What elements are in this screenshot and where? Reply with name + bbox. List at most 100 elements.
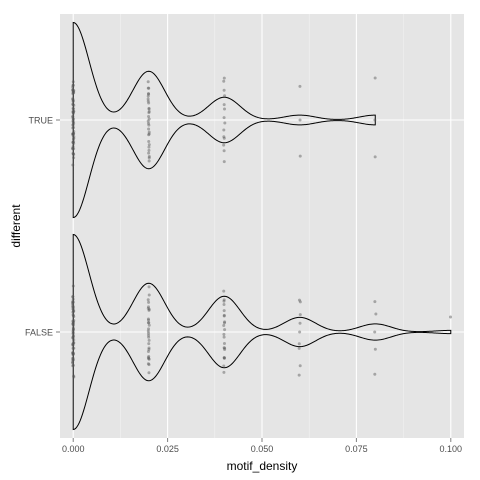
data-point xyxy=(71,356,75,360)
data-point xyxy=(71,321,75,325)
x-tick-label: 0.050 xyxy=(251,444,274,454)
data-point xyxy=(222,88,226,92)
data-point xyxy=(72,90,76,94)
data-point xyxy=(71,363,75,367)
data-point xyxy=(373,347,377,351)
data-point xyxy=(373,155,377,159)
data-point xyxy=(71,358,75,362)
data-point xyxy=(146,94,150,98)
data-point xyxy=(71,297,75,301)
data-point xyxy=(71,294,75,298)
data-point xyxy=(147,308,151,312)
data-point xyxy=(222,136,226,140)
data-point xyxy=(72,374,76,378)
data-point xyxy=(147,321,151,325)
data-point xyxy=(373,330,377,334)
data-point xyxy=(147,357,151,361)
data-point xyxy=(147,143,151,147)
data-point xyxy=(147,114,151,118)
data-point xyxy=(71,319,75,323)
data-point xyxy=(71,132,75,136)
data-point xyxy=(72,341,76,345)
data-point xyxy=(222,298,226,302)
data-point xyxy=(222,356,226,360)
data-point xyxy=(223,328,227,332)
data-point xyxy=(71,85,75,89)
data-point xyxy=(71,132,75,136)
data-point xyxy=(222,135,226,139)
data-point xyxy=(71,163,75,167)
data-point xyxy=(297,342,301,346)
data-point xyxy=(147,156,151,160)
data-point xyxy=(72,89,76,93)
x-axis-title: motif_density xyxy=(227,459,298,473)
data-point xyxy=(147,123,151,127)
data-point xyxy=(71,351,75,355)
data-point xyxy=(71,103,75,107)
data-point xyxy=(72,107,76,111)
data-point xyxy=(71,91,75,95)
data-point xyxy=(222,321,226,325)
data-point xyxy=(147,347,151,351)
data-point xyxy=(71,147,75,151)
data-point xyxy=(298,118,302,122)
data-point xyxy=(71,302,75,306)
x-tick-label: 0.025 xyxy=(156,444,179,454)
data-point xyxy=(71,307,75,311)
data-point xyxy=(146,86,150,90)
grid-minor xyxy=(120,14,404,438)
data-point xyxy=(297,346,301,350)
data-point xyxy=(147,335,151,339)
data-point xyxy=(222,341,226,345)
data-point xyxy=(71,331,75,335)
data-point xyxy=(71,80,75,84)
data-point xyxy=(147,305,151,309)
data-point xyxy=(71,144,75,148)
data-point xyxy=(223,94,227,98)
data-point xyxy=(222,335,226,339)
data-point xyxy=(72,125,76,129)
data-point xyxy=(147,130,151,134)
data-point xyxy=(71,313,75,317)
data-point xyxy=(71,323,75,327)
data-point xyxy=(222,76,226,80)
data-point xyxy=(146,321,150,325)
data-point xyxy=(72,318,76,322)
data-point xyxy=(72,130,76,134)
data-point xyxy=(72,121,76,125)
violin-false xyxy=(72,233,452,431)
data-point xyxy=(71,295,75,299)
data-point xyxy=(71,360,75,364)
data-point xyxy=(297,373,301,377)
data-point xyxy=(373,372,377,376)
data-point xyxy=(222,116,226,120)
data-point xyxy=(146,92,150,96)
data-point xyxy=(71,115,75,119)
data-point xyxy=(71,133,75,137)
data-point xyxy=(71,83,75,87)
data-point xyxy=(223,346,227,350)
data-point xyxy=(147,363,151,367)
data-point xyxy=(71,89,75,93)
data-point xyxy=(147,285,151,289)
data-point xyxy=(71,321,75,325)
data-point xyxy=(72,315,76,319)
data-point xyxy=(72,110,76,114)
data-point xyxy=(222,313,226,317)
y-tick-label: FALSE xyxy=(25,328,53,338)
data-point xyxy=(223,121,227,125)
data-point xyxy=(147,346,151,350)
violins xyxy=(72,21,452,431)
data-point xyxy=(222,149,226,153)
data-point xyxy=(222,332,226,336)
data-point xyxy=(147,148,151,152)
data-point xyxy=(146,80,150,84)
x-tick-label: 0.100 xyxy=(440,444,463,454)
data-point xyxy=(72,305,76,309)
data-point xyxy=(71,284,75,288)
data-point xyxy=(72,346,76,350)
data-point xyxy=(71,300,75,304)
data-point xyxy=(222,356,226,360)
data-point xyxy=(71,107,75,111)
data-point xyxy=(71,146,75,150)
